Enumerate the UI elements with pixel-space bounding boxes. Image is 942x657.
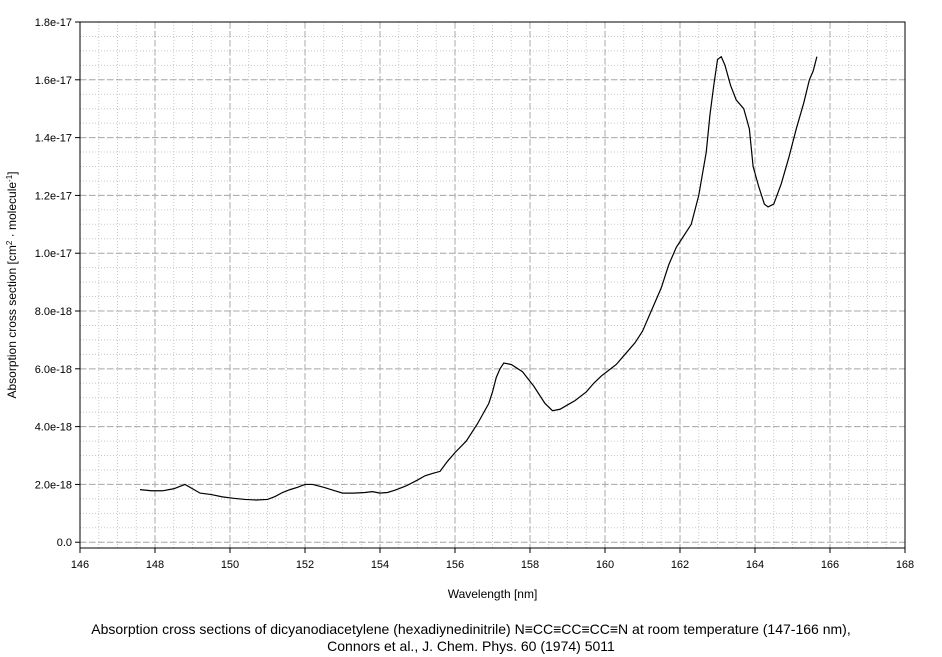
y-tick-label: 4.0e-18 bbox=[35, 422, 72, 434]
x-tick-label: 164 bbox=[746, 559, 764, 571]
y-axis-title-prefix: Absorption cross section [cm bbox=[5, 245, 19, 398]
figure-caption-line-1: Absorption cross sections of dicyanodiac… bbox=[91, 621, 851, 637]
series-line bbox=[139, 55, 818, 501]
y-tick-label: 0.0 bbox=[57, 537, 72, 549]
y-tick-label: 1.4e-17 bbox=[35, 133, 72, 145]
x-axis-title: Wavelength [nm] bbox=[448, 587, 538, 601]
y-tick-label: 6.0e-18 bbox=[35, 364, 72, 376]
y-tick-label: 1.0e-17 bbox=[35, 248, 72, 260]
y-tick-label: 1.6e-17 bbox=[35, 75, 72, 87]
plot-frame bbox=[79, 21, 906, 549]
x-tick-label: 160 bbox=[596, 559, 614, 571]
x-tick-label: 152 bbox=[296, 559, 314, 571]
y-axis-ticks: 0.0 2.0e-18 4.0e-18 6.0e-18 8.0e-18 1.0e-17 1.… bbox=[35, 17, 80, 549]
x-tick-label: 156 bbox=[446, 559, 464, 571]
x-tick-label: 150 bbox=[221, 559, 239, 571]
y-axis-title-suffix: ] bbox=[5, 171, 19, 174]
x-tick-label: 148 bbox=[146, 559, 164, 571]
y-tick-label: 1.2e-17 bbox=[35, 190, 72, 202]
y-axis-title-middle: · molecule bbox=[5, 182, 19, 241]
y-axis-title: Absorption cross section [cm2 · molecule… bbox=[5, 171, 19, 398]
chart: 146 148 150 152 154 156 158 160 162 164 166 168 0.0… bbox=[5, 17, 914, 601]
y-tick-label: 2.0e-18 bbox=[35, 479, 72, 491]
x-tick-label: 158 bbox=[521, 559, 539, 571]
y-axis-title-sup1: 2 bbox=[5, 240, 14, 245]
x-tick-label: 168 bbox=[896, 559, 914, 571]
y-tick-label: 1.8e-17 bbox=[35, 17, 72, 29]
x-tick-label: 162 bbox=[671, 559, 689, 571]
x-tick-label: 166 bbox=[821, 559, 839, 571]
figure-caption-line-2: Connors et al., J. Chem. Phys. 60 (1974)… bbox=[327, 638, 615, 654]
y-axis-title-sup2: -1 bbox=[5, 174, 14, 182]
major-gridlines bbox=[79, 21, 906, 548]
y-tick-label: 8.0e-18 bbox=[35, 306, 72, 318]
x-tick-label: 154 bbox=[371, 559, 389, 571]
x-axis-ticks: 146 148 150 152 154 156 158 160 162 164 166 168 bbox=[71, 548, 914, 571]
minor-gridlines bbox=[79, 21, 906, 548]
x-tick-label: 146 bbox=[71, 559, 89, 571]
